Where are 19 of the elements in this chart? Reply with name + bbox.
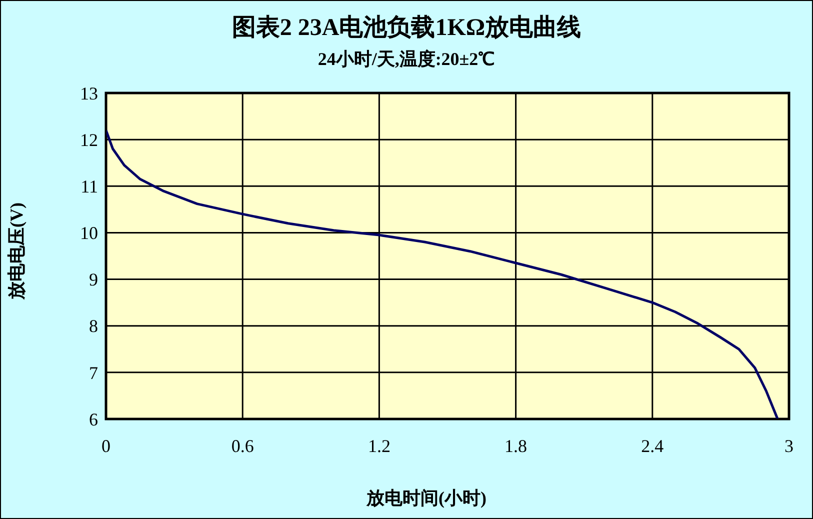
y-axis-title: 放电电压(V) bbox=[5, 202, 28, 300]
x-axis-title: 放电时间(小时) bbox=[365, 487, 488, 510]
x-tick-label: 0 bbox=[102, 436, 110, 456]
line-series bbox=[106, 129, 779, 419]
y-tick-label: 10 bbox=[80, 223, 98, 244]
y-tick-label: 11 bbox=[80, 176, 98, 197]
x-tick-label: 1.2 bbox=[368, 436, 390, 456]
y-tick-label: 8 bbox=[89, 316, 98, 336]
x-tick-label: 0.6 bbox=[231, 436, 254, 456]
y-tick-label: 13 bbox=[80, 83, 98, 104]
y-tick-label: 6 bbox=[89, 409, 98, 430]
x-tick-label: 1.8 bbox=[504, 436, 528, 456]
y-tick-label: 7 bbox=[89, 362, 98, 383]
chart-subtitle: 24小时/天,温度:20±2℃ bbox=[316, 48, 496, 71]
chart-title: 图表2 23A电池负载1KΩ放电曲线 bbox=[230, 14, 582, 43]
x-tick-label: 3 bbox=[784, 436, 794, 456]
y-tick-label: 12 bbox=[80, 130, 98, 150]
x-tick-label: 2.4 bbox=[641, 436, 664, 456]
y-tick-label: 9 bbox=[89, 270, 98, 290]
